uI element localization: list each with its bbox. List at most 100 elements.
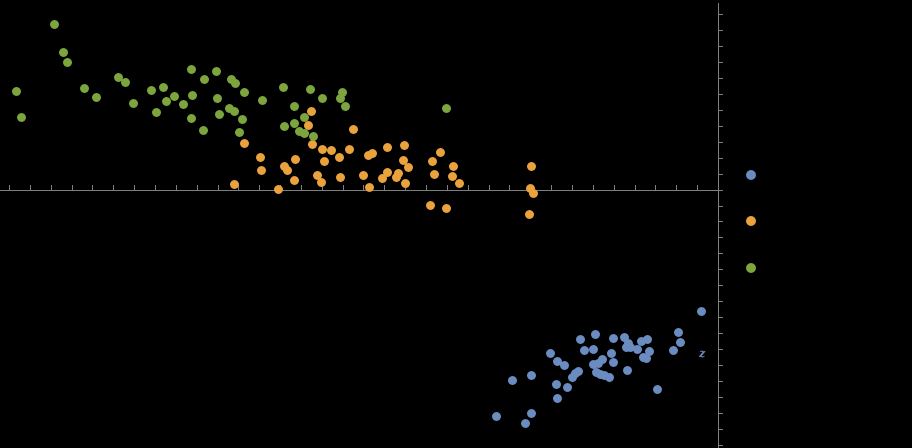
y-axis-tick xyxy=(719,126,723,127)
y-axis-tick xyxy=(719,397,723,398)
x-axis-tick xyxy=(9,185,10,190)
y-axis-tick xyxy=(719,206,723,207)
data-point-orange xyxy=(377,173,387,183)
x-axis-tick xyxy=(363,185,364,190)
y-axis-tick xyxy=(719,78,723,79)
data-point-green xyxy=(214,109,224,119)
data-point-orange xyxy=(382,142,392,152)
x-axis-tick xyxy=(134,185,135,190)
x-axis-tick xyxy=(384,185,385,190)
data-point-orange xyxy=(282,165,292,175)
data-point-blue xyxy=(562,382,572,392)
data-point-blue xyxy=(507,375,517,385)
data-point-blue xyxy=(608,333,618,343)
data-point-orange xyxy=(255,152,265,162)
data-point-green xyxy=(289,118,299,128)
data-point-orange xyxy=(454,178,464,188)
data-point-green xyxy=(279,121,289,131)
y-axis-tick xyxy=(719,253,723,254)
data-point-green xyxy=(79,83,89,93)
y-axis-tick xyxy=(719,365,723,366)
data-point-green xyxy=(11,86,21,96)
data-point-orange xyxy=(290,154,300,164)
data-point-orange xyxy=(400,178,410,188)
y-axis-tick xyxy=(719,269,723,270)
data-point-green xyxy=(169,91,179,101)
data-point-orange xyxy=(326,145,336,155)
data-point-orange xyxy=(524,209,534,219)
data-point-green xyxy=(299,128,309,138)
data-point-blue xyxy=(632,344,642,354)
data-point-orange xyxy=(364,182,374,192)
data-point-green xyxy=(198,125,208,135)
data-point-blue xyxy=(597,354,607,364)
data-point-orange xyxy=(448,161,458,171)
y-axis-tick xyxy=(719,413,723,414)
x-axis-tick xyxy=(113,185,114,190)
data-point-green xyxy=(91,92,101,102)
data-point-orange xyxy=(256,165,266,175)
data-point-blue xyxy=(652,384,662,394)
data-point-green xyxy=(158,82,168,92)
data-point-blue xyxy=(604,372,614,382)
data-point-green xyxy=(49,19,59,29)
data-point-green xyxy=(237,114,247,124)
data-point-green xyxy=(230,78,240,88)
data-point-blue xyxy=(606,348,616,358)
data-point-blue xyxy=(599,370,609,380)
data-point-orange xyxy=(229,179,239,189)
y-axis-tick xyxy=(719,429,723,430)
x-axis-tick xyxy=(322,185,323,190)
data-point-blue xyxy=(551,379,561,389)
y-axis-tick xyxy=(719,174,723,175)
data-point-green xyxy=(16,112,26,122)
data-point-green xyxy=(161,96,171,106)
data-point-blue xyxy=(593,358,603,368)
data-point-orange xyxy=(425,200,435,210)
data-point-green xyxy=(151,107,161,117)
x-axis-tick xyxy=(593,185,594,190)
data-point-green xyxy=(178,99,188,109)
y-axis-tick xyxy=(719,333,723,334)
data-point-green xyxy=(257,95,267,105)
data-point-orange xyxy=(307,139,317,149)
data-point-green xyxy=(120,77,130,87)
data-point-blue xyxy=(625,342,635,352)
y-axis-tick xyxy=(719,237,723,238)
data-point-green xyxy=(58,47,68,57)
data-point-blue xyxy=(559,360,569,370)
x-axis-tick xyxy=(551,185,552,190)
y-axis-tick xyxy=(719,94,723,95)
x-axis-tick xyxy=(718,185,719,190)
data-point-blue xyxy=(641,353,651,363)
data-point-green xyxy=(278,82,288,92)
data-point-green xyxy=(226,74,236,84)
x-axis-tick xyxy=(72,185,73,190)
data-point-blue xyxy=(668,345,678,355)
x-axis-tick xyxy=(468,185,469,190)
data-point-green xyxy=(146,85,156,95)
y-axis-tick xyxy=(719,62,723,63)
y-axis-tick xyxy=(719,110,723,111)
data-point-orange xyxy=(525,183,535,193)
data-point-orange xyxy=(289,175,299,185)
y-axis-tick xyxy=(719,285,723,286)
data-point-blue xyxy=(526,408,536,418)
data-point-blue xyxy=(675,337,685,347)
data-point-orange xyxy=(334,152,344,162)
data-point-orange xyxy=(316,177,326,187)
data-point-orange xyxy=(317,144,327,154)
data-point-orange xyxy=(312,170,322,180)
data-point-orange xyxy=(239,138,249,148)
data-point-orange xyxy=(403,162,413,172)
y-axis-tick xyxy=(719,158,723,159)
data-point-green xyxy=(234,127,244,137)
x-axis-tick xyxy=(635,185,636,190)
data-point-green xyxy=(335,93,345,103)
data-point-orange xyxy=(427,156,437,166)
y-axis-tick xyxy=(719,301,723,302)
x-axis-tick xyxy=(655,185,656,190)
data-point-green xyxy=(187,90,197,100)
data-point-blue xyxy=(619,332,629,342)
